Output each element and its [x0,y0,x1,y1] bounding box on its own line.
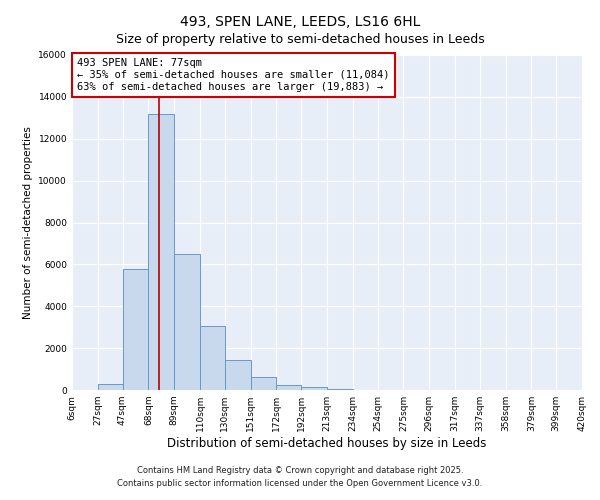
Bar [200,326,225,390]
Text: Size of property relative to semi-detached houses in Leeds: Size of property relative to semi-detach… [116,32,484,46]
X-axis label: Distribution of semi-detached houses by size in Leeds: Distribution of semi-detached houses by … [167,437,487,450]
Text: 493 SPEN LANE: 77sqm
← 35% of semi-detached houses are smaller (11,084)
63% of s: 493 SPEN LANE: 77sqm ← 35% of semi-detac… [77,58,389,92]
Bar [98,384,122,390]
Bar [122,268,148,390]
Bar [251,378,277,390]
Text: 493, SPEN LANE, LEEDS, LS16 6HL: 493, SPEN LANE, LEEDS, LS16 6HL [180,15,420,29]
Bar [301,387,327,390]
Bar [225,360,251,390]
Bar [327,389,353,390]
Y-axis label: Number of semi-detached properties: Number of semi-detached properties [23,126,33,319]
Bar [174,254,200,390]
Bar [148,114,174,390]
Text: Contains HM Land Registry data © Crown copyright and database right 2025.
Contai: Contains HM Land Registry data © Crown c… [118,466,482,487]
Bar [277,385,301,390]
